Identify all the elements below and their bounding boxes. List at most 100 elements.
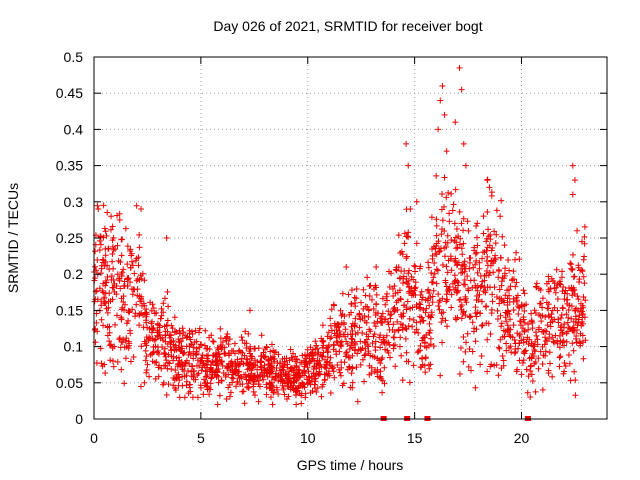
- data-point: [138, 310, 145, 317]
- data-point: [379, 354, 386, 361]
- data-point: [565, 307, 572, 314]
- data-point: [113, 212, 120, 219]
- data-point: [99, 287, 106, 294]
- data-point: [473, 257, 480, 264]
- data-point: [422, 354, 429, 361]
- data-point: [456, 208, 463, 215]
- data-point: [373, 291, 380, 298]
- data-point: [394, 318, 401, 325]
- data-point: [441, 111, 448, 118]
- data-point: [168, 338, 175, 345]
- data-point: [138, 206, 145, 213]
- data-point: [556, 363, 563, 370]
- data-point: [162, 332, 169, 339]
- data-point: [171, 347, 178, 354]
- data-point: [283, 372, 290, 379]
- data-point: [201, 380, 208, 387]
- data-point: [562, 363, 569, 370]
- data-point: [334, 330, 341, 337]
- data-point: [243, 384, 250, 391]
- data-point: [521, 319, 528, 326]
- data-point: [204, 364, 211, 371]
- data-point: [189, 362, 196, 369]
- data-point: [133, 202, 140, 209]
- data-point: [180, 329, 187, 336]
- data-point: [346, 364, 353, 371]
- data-point: [356, 324, 363, 331]
- data-point: [545, 312, 552, 319]
- data-point: [448, 304, 455, 311]
- data-point: [155, 351, 162, 358]
- data-point: [381, 364, 388, 371]
- data-point: [554, 295, 561, 302]
- data-point: [538, 318, 545, 325]
- data-point: [502, 265, 509, 272]
- data-point: [441, 228, 448, 235]
- data-point: [216, 392, 223, 399]
- data-point: [167, 332, 174, 339]
- data-point: [277, 377, 284, 384]
- data-point: [338, 359, 345, 366]
- data-point: [110, 363, 117, 370]
- data-point: [419, 294, 426, 301]
- data-point: [438, 231, 445, 238]
- data-point: [282, 371, 289, 378]
- data-point: [513, 294, 520, 301]
- data-point: [323, 365, 330, 372]
- data-point: [486, 184, 493, 191]
- data-point: [281, 355, 288, 362]
- data-point: [366, 371, 373, 378]
- data-point: [397, 321, 404, 328]
- data-point: [508, 349, 515, 356]
- data-point: [472, 304, 479, 311]
- data-point: [493, 294, 500, 301]
- data-point: [250, 373, 257, 380]
- data-point: [154, 332, 161, 339]
- data-point: [140, 324, 147, 331]
- data-point: [338, 320, 345, 327]
- data-point: [267, 394, 274, 401]
- data-point: [370, 305, 377, 312]
- data-point: [387, 354, 394, 361]
- data-point: [465, 363, 472, 370]
- data-point: [510, 322, 517, 329]
- data-point: [435, 238, 442, 245]
- data-point: [117, 285, 124, 292]
- data-point: [383, 332, 390, 339]
- data-point: [104, 273, 111, 280]
- data-point: [458, 86, 465, 93]
- data-point: [311, 376, 318, 383]
- data-point: [225, 384, 232, 391]
- axis-ticks: 0 0.05 0.1 0.15 0.2 0.25 0.3 0.35 0.4 0.45 0.5 0 5 10…: [56, 49, 607, 446]
- data-point: [98, 360, 105, 367]
- data-point: [168, 366, 175, 373]
- data-point: [325, 329, 332, 336]
- data-point: [554, 307, 561, 314]
- data-point: [402, 335, 409, 342]
- data-point: [483, 320, 490, 327]
- data-point: [102, 228, 109, 235]
- data-point: [433, 280, 440, 287]
- data-point: [268, 363, 275, 370]
- data-point: [566, 302, 573, 309]
- data-point: [510, 268, 517, 275]
- data-point: [395, 232, 402, 239]
- data-point: [479, 321, 486, 328]
- data-point: [353, 295, 360, 302]
- data-point: [569, 340, 576, 347]
- data-point: [571, 290, 578, 297]
- data-point: [209, 338, 216, 345]
- data-point: [231, 340, 238, 347]
- data-point: [498, 323, 505, 330]
- data-point: [485, 226, 492, 233]
- data-point: [373, 284, 380, 291]
- data-point: [496, 345, 503, 352]
- data-point: [118, 306, 125, 313]
- data-point: [321, 377, 328, 384]
- data-point: [269, 368, 276, 375]
- data-point: [443, 148, 450, 155]
- data-point: [319, 322, 326, 329]
- data-point: [100, 280, 107, 287]
- data-point: [106, 323, 113, 330]
- y-tick-label: 0.5: [64, 49, 84, 65]
